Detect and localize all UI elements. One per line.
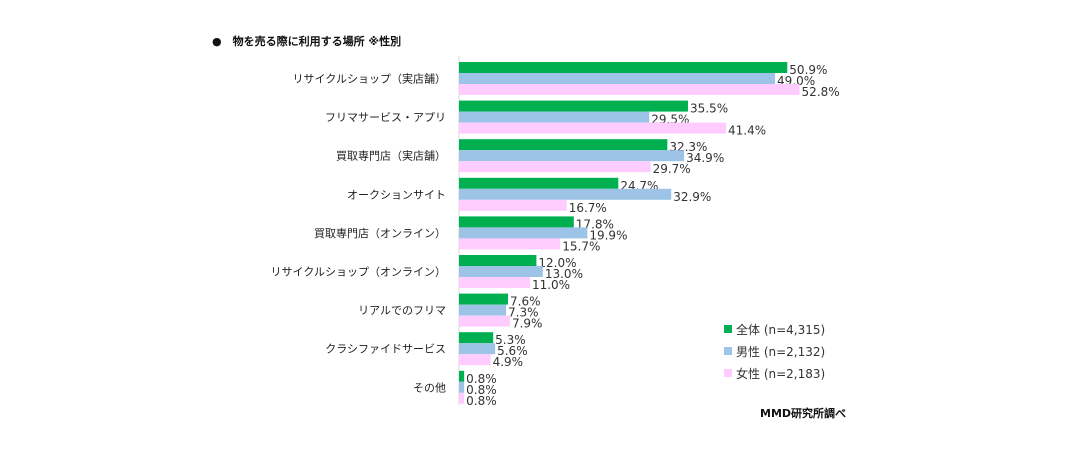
bar-male <box>459 266 543 277</box>
bar-female <box>459 277 530 288</box>
bar-male <box>459 150 685 162</box>
chart-title: ● 物を売る際に利用する場所 ※性別 <box>212 35 402 48</box>
data-label: 7.9% <box>512 317 542 331</box>
bar-total <box>459 177 619 189</box>
bar-total <box>459 370 465 382</box>
legend-swatch <box>724 369 732 377</box>
legend-label: 男性 (n=2,132) <box>736 344 826 359</box>
bar-male <box>459 73 776 84</box>
data-label: 4.9% <box>493 355 523 369</box>
bar-total <box>459 255 537 266</box>
category-label: フリマサービス・アプリ <box>325 111 446 124</box>
source-credit: MMD研究所調べ <box>760 407 847 420</box>
data-label: 5.6% <box>497 344 528 358</box>
bar-female <box>459 354 491 366</box>
bar-male <box>459 343 496 355</box>
legend-swatch <box>724 325 732 333</box>
bar-male <box>459 111 650 123</box>
bar-male <box>459 304 507 316</box>
bar-total <box>459 293 509 305</box>
data-label: 34.9% <box>686 151 724 165</box>
data-label: 7.6% <box>510 295 541 309</box>
bar-female <box>459 199 567 211</box>
data-label: 13.0% <box>545 267 583 281</box>
category-label: 買取専門店（実店舗） <box>336 149 446 163</box>
data-label: 35.5% <box>690 102 728 116</box>
legend-item: 女性 (n=2,183) <box>724 362 825 384</box>
category-label: リサイクルショップ（実店舗） <box>293 72 446 86</box>
data-label: 12.0% <box>538 256 576 270</box>
category-label: オークションサイト <box>347 188 446 201</box>
data-label: 11.0% <box>532 278 570 292</box>
legend-swatch <box>724 347 732 355</box>
bar-total <box>459 139 668 151</box>
bar-female <box>459 392 465 404</box>
bar-total <box>459 216 574 228</box>
data-label: 19.9% <box>589 228 627 242</box>
bar-female <box>459 315 510 327</box>
data-label: 41.4% <box>728 124 766 138</box>
category-label: クラシファイドサービス <box>325 343 446 356</box>
bar-total <box>459 62 788 73</box>
bar-female <box>459 84 800 95</box>
legend-item: 全体 (n=4,315) <box>724 318 825 340</box>
data-label: 32.9% <box>673 190 711 204</box>
bar-female <box>459 238 561 250</box>
data-label: 16.7% <box>569 201 607 215</box>
data-label: 15.7% <box>562 239 600 253</box>
bar-male <box>459 381 465 393</box>
category-label: 買取専門店（オンライン） <box>314 226 446 240</box>
bar-male <box>459 227 588 239</box>
legend-item: 男性 (n=2,132) <box>724 340 825 362</box>
data-label: 29.7% <box>653 162 691 176</box>
data-label: 0.8% <box>466 394 497 408</box>
bar-total <box>459 100 688 112</box>
category-label: リアルでのフリマ <box>358 304 446 317</box>
data-label: 0.8% <box>466 372 497 386</box>
data-label: 0.8% <box>466 383 497 397</box>
category-label: その他 <box>413 381 446 394</box>
data-label: 7.3% <box>508 306 538 320</box>
bar-female <box>459 161 651 173</box>
bar-total <box>459 332 494 344</box>
legend: 全体 (n=4,315) 男性 (n=2,132) 女性 (n=2,183) <box>724 318 825 384</box>
data-label: 5.3% <box>495 333 526 347</box>
category-label: リサイクルショップ（オンライン） <box>271 266 446 279</box>
data-label: 52.8% <box>802 85 840 99</box>
bar-female <box>459 122 727 134</box>
bar-male <box>459 188 672 200</box>
data-label: 50.9% <box>789 63 827 77</box>
legend-label: 女性 (n=2,183) <box>736 366 826 381</box>
legend-label: 全体 (n=4,315) <box>736 322 826 337</box>
